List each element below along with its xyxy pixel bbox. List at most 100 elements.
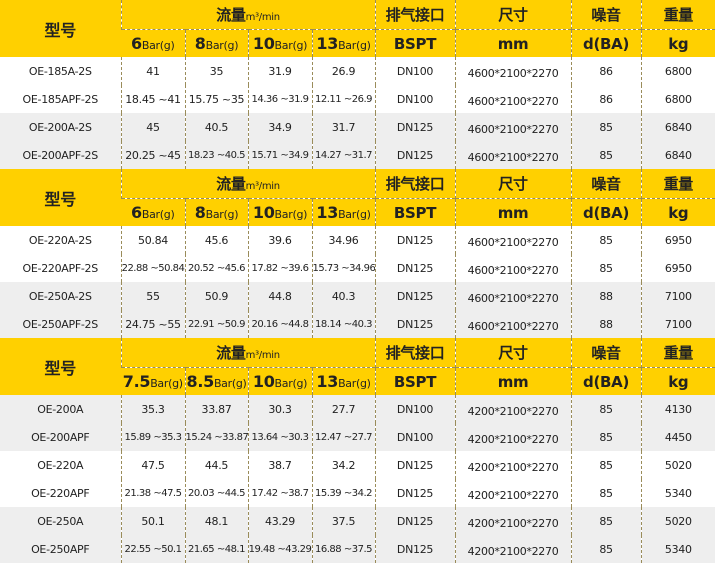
outlet-cell: DN125 xyxy=(374,451,456,479)
noise-cell: 85 xyxy=(570,423,642,451)
size-cell: 4200*2100*2270 xyxy=(454,395,572,423)
flow-cell: 35 xyxy=(184,57,248,85)
pressure-header: 13Bar(g) xyxy=(311,367,376,395)
weight-header: 重量 xyxy=(640,0,715,30)
model-cell: OE-185APF-2S xyxy=(0,85,121,113)
model-header: 型号 xyxy=(0,169,121,226)
noise-header: 噪音 xyxy=(570,338,642,368)
outlet-header: 排气接口 xyxy=(374,338,456,368)
weight-cell: 5340 xyxy=(640,479,715,507)
model-cell: OE-200A-2S xyxy=(0,113,121,141)
noise-header: 噪音 xyxy=(570,0,642,30)
size-unit: mm xyxy=(454,198,572,226)
model-cell: OE-200APF-2S xyxy=(0,141,121,169)
pressure-unit: Bar(g) xyxy=(338,39,371,52)
noise-unit: d(BA) xyxy=(570,198,642,226)
size-cell: 4600*2100*2270 xyxy=(454,282,572,310)
table-row: OE-200A 35.3 33.87 30.3 27.7 DN100 4200*2100*2… xyxy=(0,395,715,423)
header-row: 型号 流量m³/min 排气接口 尺寸 噪音 重量 xyxy=(0,169,715,226)
noise-cell: 85 xyxy=(570,141,642,169)
model-header: 型号 xyxy=(0,338,121,395)
size-cell: 4600*2100*2270 xyxy=(454,226,572,254)
outlet-cell: DN100 xyxy=(374,395,456,423)
noise-cell: 85 xyxy=(570,535,642,563)
outlet-cell: DN125 xyxy=(374,226,456,254)
flow-cell: 24.75 ~55 xyxy=(120,310,185,338)
size-unit: mm xyxy=(454,367,572,395)
flow-cell: 20.03 ~44.5 xyxy=(184,479,248,507)
model-header: 型号 xyxy=(0,0,121,57)
weight-cell: 7100 xyxy=(640,310,715,338)
pressure-unit: Bar(g) xyxy=(213,377,247,390)
pressure-value: 6 xyxy=(131,34,142,53)
flow-cell: 50.9 xyxy=(184,282,248,310)
weight-cell: 4450 xyxy=(640,423,715,451)
noise-unit: d(BA) xyxy=(570,367,642,395)
model-cell: OE-250APF-2S xyxy=(0,310,121,338)
flow-header: 流量m³/min xyxy=(120,338,376,368)
noise-header: 噪音 xyxy=(570,169,642,199)
flow-cell: 38.7 xyxy=(247,451,312,479)
flow-cell: 18.23 ~40.5 xyxy=(184,141,248,169)
flow-cell: 21.65 ~48.1 xyxy=(184,535,248,563)
flow-cell: 39.6 xyxy=(247,226,312,254)
outlet-cell: DN100 xyxy=(374,423,456,451)
flow-cell: 34.2 xyxy=(311,451,376,479)
flow-cell: 16.88 ~37.5 xyxy=(311,535,376,563)
pressure-value: 10 xyxy=(252,372,275,391)
noise-cell: 85 xyxy=(570,113,642,141)
flow-cell: 44.5 xyxy=(184,451,248,479)
size-cell: 4200*2100*2270 xyxy=(454,451,572,479)
weight-unit: kg xyxy=(640,367,715,395)
header-unit-row: 6Bar(g) 8Bar(g) 10Bar(g) 13Bar(g) BSPT mm d(BA… xyxy=(0,29,715,57)
weight-unit: kg xyxy=(640,29,715,57)
header-row: 型号 流量m³/min 排气接口 尺寸 噪音 重量 xyxy=(0,338,715,395)
flow-cell: 50.84 xyxy=(120,226,185,254)
noise-cell: 85 xyxy=(570,479,642,507)
size-unit: mm xyxy=(454,29,572,57)
flow-label: 流量 xyxy=(216,175,246,193)
flow-cell: 15.89 ~35.3 xyxy=(120,423,185,451)
flow-cell: 12.11 ~26.9 xyxy=(311,85,376,113)
flow-unit: m³/min xyxy=(245,12,280,23)
noise-cell: 85 xyxy=(570,226,642,254)
pressure-header: 10Bar(g) xyxy=(247,29,312,57)
model-cell: OE-200APF xyxy=(0,423,121,451)
flow-cell: 31.9 xyxy=(247,57,312,85)
flow-cell: 22.55 ~50.1 xyxy=(120,535,185,563)
flow-cell: 15.71 ~34.9 xyxy=(247,141,312,169)
flow-cell: 55 xyxy=(120,282,185,310)
outlet-cell: DN100 xyxy=(374,85,456,113)
weight-cell: 7100 xyxy=(640,282,715,310)
flow-cell: 45 xyxy=(120,113,185,141)
model-cell: OE-220APF xyxy=(0,479,121,507)
table-row: OE-220APF 21.38 ~47.5 20.03 ~44.5 17.42 ~38… xyxy=(0,479,715,507)
flow-cell: 45.6 xyxy=(184,226,248,254)
flow-cell: 20.16 ~44.8 xyxy=(247,310,312,338)
pressure-value: 8 xyxy=(194,34,206,53)
outlet-unit: BSPT xyxy=(374,198,456,226)
flow-label: 流量 xyxy=(216,6,246,24)
noise-cell: 85 xyxy=(570,395,642,423)
outlet-cell: DN125 xyxy=(374,310,456,338)
flow-cell: 14.36 ~31.9 xyxy=(247,85,312,113)
flow-cell: 34.9 xyxy=(247,113,312,141)
weight-cell: 6840 xyxy=(640,141,715,169)
flow-cell: 37.5 xyxy=(311,507,376,535)
model-cell: OE-220APF-2S xyxy=(0,254,121,282)
noise-cell: 88 xyxy=(570,282,642,310)
flow-cell: 34.96 xyxy=(311,226,376,254)
pressure-header: 6Bar(g) xyxy=(121,198,185,226)
flow-cell: 19.48 ~43.29 xyxy=(247,535,312,563)
outlet-unit: BSPT xyxy=(374,29,456,57)
flow-header: 流量m³/min xyxy=(120,169,376,199)
pressure-unit: Bar(g) xyxy=(205,208,239,221)
weight-cell: 5340 xyxy=(640,535,715,563)
table-row: OE-220APF-2S 22.88 ~50.84 20.52 ~45.6 17.82… xyxy=(0,254,715,282)
outlet-header: 排气接口 xyxy=(374,169,456,199)
pressure-header: 10Bar(g) xyxy=(247,367,312,395)
size-header: 尺寸 xyxy=(454,338,572,368)
flow-cell: 21.38 ~47.5 xyxy=(120,479,185,507)
size-cell: 4200*2100*2270 xyxy=(454,535,572,563)
